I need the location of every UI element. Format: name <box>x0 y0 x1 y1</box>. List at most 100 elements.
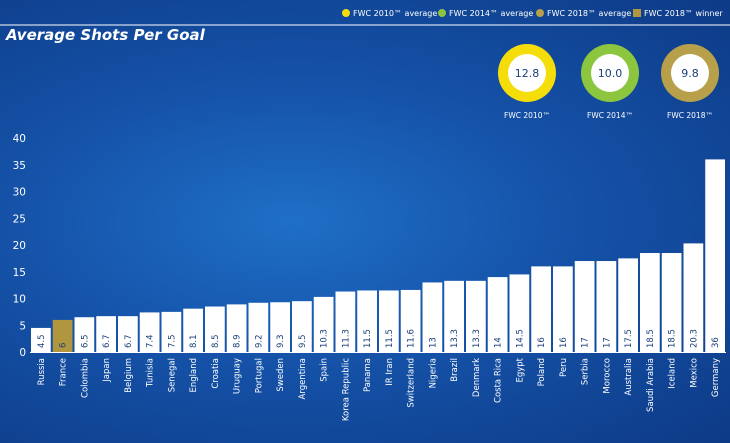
bar-value-label: 20.3 <box>689 329 699 348</box>
bar-value-label: 13.3 <box>450 329 460 348</box>
average-label: FWC 2010™ <box>504 111 550 120</box>
category-label: England <box>189 358 199 393</box>
bar <box>31 327 51 352</box>
category-label: Denmark <box>472 358 482 397</box>
average-value: 9.8 <box>681 67 699 80</box>
bar <box>553 266 573 352</box>
y-tick-label: 35 <box>13 160 26 172</box>
bar <box>226 304 247 352</box>
bar-value-label: 7.5 <box>167 334 177 348</box>
bar <box>466 280 486 352</box>
average-label: FWC 2014™ <box>587 111 633 120</box>
y-tick-label: 5 <box>19 320 26 332</box>
bar-value-label: 11.6 <box>407 329 417 348</box>
category-label: Tunisia <box>146 358 156 388</box>
bar <box>313 296 334 352</box>
bar <box>52 319 73 352</box>
bar <box>487 277 508 352</box>
category-label: Australia <box>624 358 634 396</box>
bar-value-label: 10.3 <box>320 329 330 348</box>
category-label: Colombia <box>80 358 90 398</box>
y-tick-label: 25 <box>13 213 26 225</box>
bar-value-label: 13 <box>428 337 438 348</box>
bar <box>270 302 290 352</box>
legend: FWC 2010™ average FWC 2014™ average FWC 20… <box>342 9 723 18</box>
bar-value-label: 8.9 <box>233 334 243 348</box>
y-tick-label: 20 <box>13 240 26 252</box>
bar <box>248 302 269 352</box>
bar <box>444 280 464 352</box>
bar <box>618 258 638 352</box>
bar <box>400 289 421 352</box>
bar <box>640 253 660 352</box>
y-tick-label: 10 <box>13 294 26 306</box>
legend-marker <box>633 9 641 17</box>
bar <box>574 261 595 352</box>
bar <box>139 312 160 352</box>
average-center <box>508 54 546 92</box>
bar <box>596 261 617 352</box>
bar-value-label: 14 <box>494 337 504 348</box>
category-label: Sweden <box>276 358 286 392</box>
bar-value-label: 8.5 <box>211 334 221 348</box>
legend-label: FWC 2014™ average <box>449 9 533 18</box>
bar-value-label: 17.5 <box>624 329 634 348</box>
category-label: Russia <box>37 358 47 385</box>
bar-value-label: 6.5 <box>80 334 90 348</box>
category-label: Serbia <box>581 358 591 385</box>
average-label: FWC 2018™ <box>667 111 713 120</box>
bar-value-label: 36 <box>711 337 721 348</box>
category-label: Morocco <box>602 358 612 394</box>
bar <box>422 282 443 352</box>
category-label: Portugal <box>254 358 264 393</box>
bar-value-label: 11.3 <box>341 329 351 348</box>
bar-value-label: 17 <box>581 337 591 348</box>
category-label: Saudi Arabia <box>646 358 656 412</box>
category-label: Argentina <box>298 358 308 399</box>
category-label: Switzerland <box>407 358 417 408</box>
bar <box>161 311 182 352</box>
legend-label: FWC 2018™ average <box>547 9 631 18</box>
bar-value-label: 9.2 <box>254 334 264 348</box>
category-labels: Russia France Colombia Japan Belgium Tunisia S… <box>37 357 721 421</box>
category-label: Mexico <box>689 358 699 388</box>
bar-value-label: 4.5 <box>37 334 47 348</box>
bar-value-label: 13.3 <box>472 329 482 348</box>
y-tick-label: 40 <box>13 133 26 145</box>
bar-value-label: 16 <box>537 337 547 348</box>
category-label: France <box>59 358 69 386</box>
category-label: Japan <box>102 358 112 383</box>
bar <box>661 253 682 352</box>
bar-value-label: 11.5 <box>385 329 395 348</box>
bar <box>96 316 116 352</box>
category-label: Brazil <box>450 358 460 382</box>
legend-label: FWC 2018™ winner <box>644 9 723 18</box>
category-label: Croatia <box>211 358 221 389</box>
bar-value-label: 18.5 <box>646 329 656 348</box>
category-label: Iceland <box>668 358 678 389</box>
bar-value-label: 11.5 <box>363 329 373 348</box>
category-label: Costa Rica <box>494 358 504 403</box>
bar <box>357 290 377 352</box>
category-label: Nigeria <box>428 358 438 388</box>
bar-value-label: 14.5 <box>515 329 525 348</box>
y-tick-label: 30 <box>13 187 26 199</box>
y-tick-label: 15 <box>13 267 26 279</box>
category-label: Egypt <box>515 357 525 382</box>
bar-value-label: 6.7 <box>102 334 112 348</box>
category-label: Uruguay <box>233 358 243 394</box>
legend-marker <box>342 9 350 17</box>
legend-marker <box>438 9 446 17</box>
bar-value-label: 6 <box>59 343 69 348</box>
chart-title: Average Shots Per Goal <box>5 26 206 44</box>
bar-value-label: 8.1 <box>189 334 199 348</box>
category-label: Peru <box>559 358 569 377</box>
average-center <box>671 54 709 92</box>
bars: 4.5 6 6.5 6.7 6.7 7.4 7.5 8.1 8.5 8.9 9.2 9.3 9.5 10.… <box>31 159 725 352</box>
average-center <box>591 54 629 92</box>
bar <box>509 274 530 352</box>
bar-value-label: 7.4 <box>146 334 156 348</box>
category-label: Poland <box>537 358 547 386</box>
bar <box>379 290 399 352</box>
